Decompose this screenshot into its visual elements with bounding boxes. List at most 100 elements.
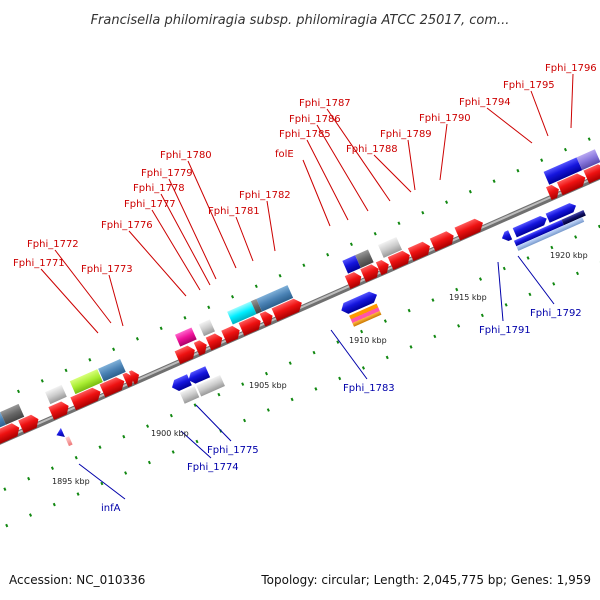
gene-label[interactable]: Fphi_1785 xyxy=(279,129,331,140)
gene-label[interactable]: Fphi_1772 xyxy=(27,239,79,250)
track-tick xyxy=(421,210,425,215)
gene-block[interactable] xyxy=(98,359,126,382)
gene-arrow[interactable] xyxy=(205,332,225,351)
gene-arrow[interactable] xyxy=(545,183,562,201)
gene-block[interactable] xyxy=(256,285,294,312)
gene-block[interactable] xyxy=(576,149,600,171)
gene-arrow[interactable] xyxy=(387,249,413,270)
track-tick xyxy=(361,366,365,370)
gene-label[interactable]: Fphi_1778 xyxy=(133,183,185,194)
gene-arrow[interactable] xyxy=(186,366,211,385)
gene-arrow[interactable] xyxy=(500,230,513,243)
gene-arrow[interactable] xyxy=(375,258,392,276)
gene-label[interactable]: Fphi_1792 xyxy=(530,308,582,319)
gene-arrow[interactable] xyxy=(174,344,198,365)
gene-label[interactable]: Fphi_1787 xyxy=(299,98,351,109)
gene-block[interactable] xyxy=(198,319,215,337)
gene-block[interactable] xyxy=(250,298,263,315)
gene-block[interactable] xyxy=(561,210,586,226)
track-tick xyxy=(504,303,508,307)
track-tick xyxy=(288,361,292,365)
gene-arrow[interactable] xyxy=(193,338,210,356)
gene-block[interactable] xyxy=(69,369,103,395)
gene-label[interactable]: Fphi_1788 xyxy=(346,144,398,155)
gene-block[interactable] xyxy=(355,249,374,268)
track-tick xyxy=(552,282,556,286)
gene-arrow[interactable] xyxy=(170,374,192,393)
gene-label[interactable]: Fphi_1780 xyxy=(160,150,212,161)
gene-block[interactable] xyxy=(513,219,564,247)
gene-label[interactable]: Fphi_1786 xyxy=(289,114,341,125)
track-tick xyxy=(243,418,247,423)
label-leader-line xyxy=(570,73,574,129)
gene-label[interactable]: Fphi_1776 xyxy=(101,220,153,231)
gene-label[interactable]: Fphi_1796 xyxy=(545,63,597,74)
scale-label: 1920 kbp xyxy=(550,251,588,260)
gene-arrow[interactable] xyxy=(48,399,71,420)
track-tick xyxy=(100,481,104,486)
gene-label[interactable]: Fphi_1779 xyxy=(141,168,193,179)
gene-label[interactable]: Fphi_1775 xyxy=(207,445,259,456)
gene-arrow[interactable] xyxy=(128,368,142,385)
lower-tick-track xyxy=(3,224,600,528)
gene-arrow[interactable] xyxy=(70,385,103,411)
gene-block[interactable] xyxy=(378,236,402,258)
gene-block[interactable] xyxy=(196,374,225,397)
gene-arrow[interactable] xyxy=(221,324,242,344)
gene-label[interactable]: Fphi_1790 xyxy=(419,113,471,124)
gene-arrow[interactable] xyxy=(454,216,486,241)
gene-block[interactable] xyxy=(45,384,67,405)
gene-arrow[interactable] xyxy=(122,371,137,388)
label-leader-line xyxy=(266,200,276,252)
gene-arrow[interactable] xyxy=(407,240,433,262)
gene-arrow[interactable] xyxy=(429,229,457,252)
gene-block[interactable] xyxy=(179,386,200,404)
forward-gene-labels: Fphi_1771 Fphi_1772 Fphi_1773 Fphi_1776 Fphi… xyxy=(13,63,597,334)
gene-block[interactable] xyxy=(227,301,257,325)
label-leader-line xyxy=(128,230,187,297)
track-tick xyxy=(385,355,389,360)
gene-block[interactable] xyxy=(543,157,583,185)
gene-arrow[interactable] xyxy=(271,296,305,322)
gene-label[interactable]: Fphi_1773 xyxy=(81,264,133,275)
gene-block[interactable] xyxy=(342,255,361,274)
gene-arrow[interactable] xyxy=(99,375,128,398)
scale-label: 1905 kbp xyxy=(249,381,287,390)
gene-block[interactable] xyxy=(0,403,25,425)
gene-block[interactable] xyxy=(349,303,382,327)
gene-arrow[interactable] xyxy=(238,315,264,336)
gene-arrow[interactable] xyxy=(583,162,600,184)
gene-arrow[interactable] xyxy=(0,421,22,445)
track-tick xyxy=(207,305,211,310)
gene-label[interactable]: Fphi_1791 xyxy=(479,325,531,336)
gene-block[interactable] xyxy=(65,436,73,447)
gene-arrow[interactable] xyxy=(54,427,65,440)
gene-block[interactable] xyxy=(174,327,197,347)
gene-arrow[interactable] xyxy=(259,309,276,327)
gene-label[interactable]: Fphi_1774 xyxy=(187,462,239,473)
gene-arrow[interactable] xyxy=(344,270,364,289)
gene-arrow[interactable] xyxy=(556,171,588,196)
track-tick xyxy=(516,168,520,173)
label-leader-line xyxy=(168,178,217,280)
gene-block[interactable] xyxy=(516,217,585,251)
gene-label[interactable]: Fphi_1781 xyxy=(208,206,260,217)
gene-label[interactable]: Fphi_1771 xyxy=(13,258,65,269)
gene-arrow[interactable] xyxy=(512,214,549,238)
gene-label[interactable]: Fphi_1782 xyxy=(239,190,291,201)
track-tick xyxy=(480,313,484,318)
gene-arrow[interactable] xyxy=(18,413,41,434)
gene-label[interactable]: Fphi_1795 xyxy=(503,80,555,91)
gene-label[interactable]: Fphi_1783 xyxy=(343,383,395,394)
gene-arrow[interactable] xyxy=(545,201,578,223)
gene-arrow[interactable] xyxy=(360,262,381,283)
gene-label[interactable]: Fphi_1777 xyxy=(124,199,176,210)
label-leader-line xyxy=(316,124,369,212)
gene-label[interactable]: Fphi_1794 xyxy=(459,97,511,108)
gene-arrow[interactable] xyxy=(339,289,380,316)
map-title: Francisella philomiragia subsp. philomir… xyxy=(91,13,510,28)
gene-label[interactable]: Fphi_1789 xyxy=(380,129,432,140)
gene-label[interactable]: folE xyxy=(275,149,294,160)
label-leader-line xyxy=(326,108,391,202)
gene-label[interactable]: infA xyxy=(101,503,121,514)
